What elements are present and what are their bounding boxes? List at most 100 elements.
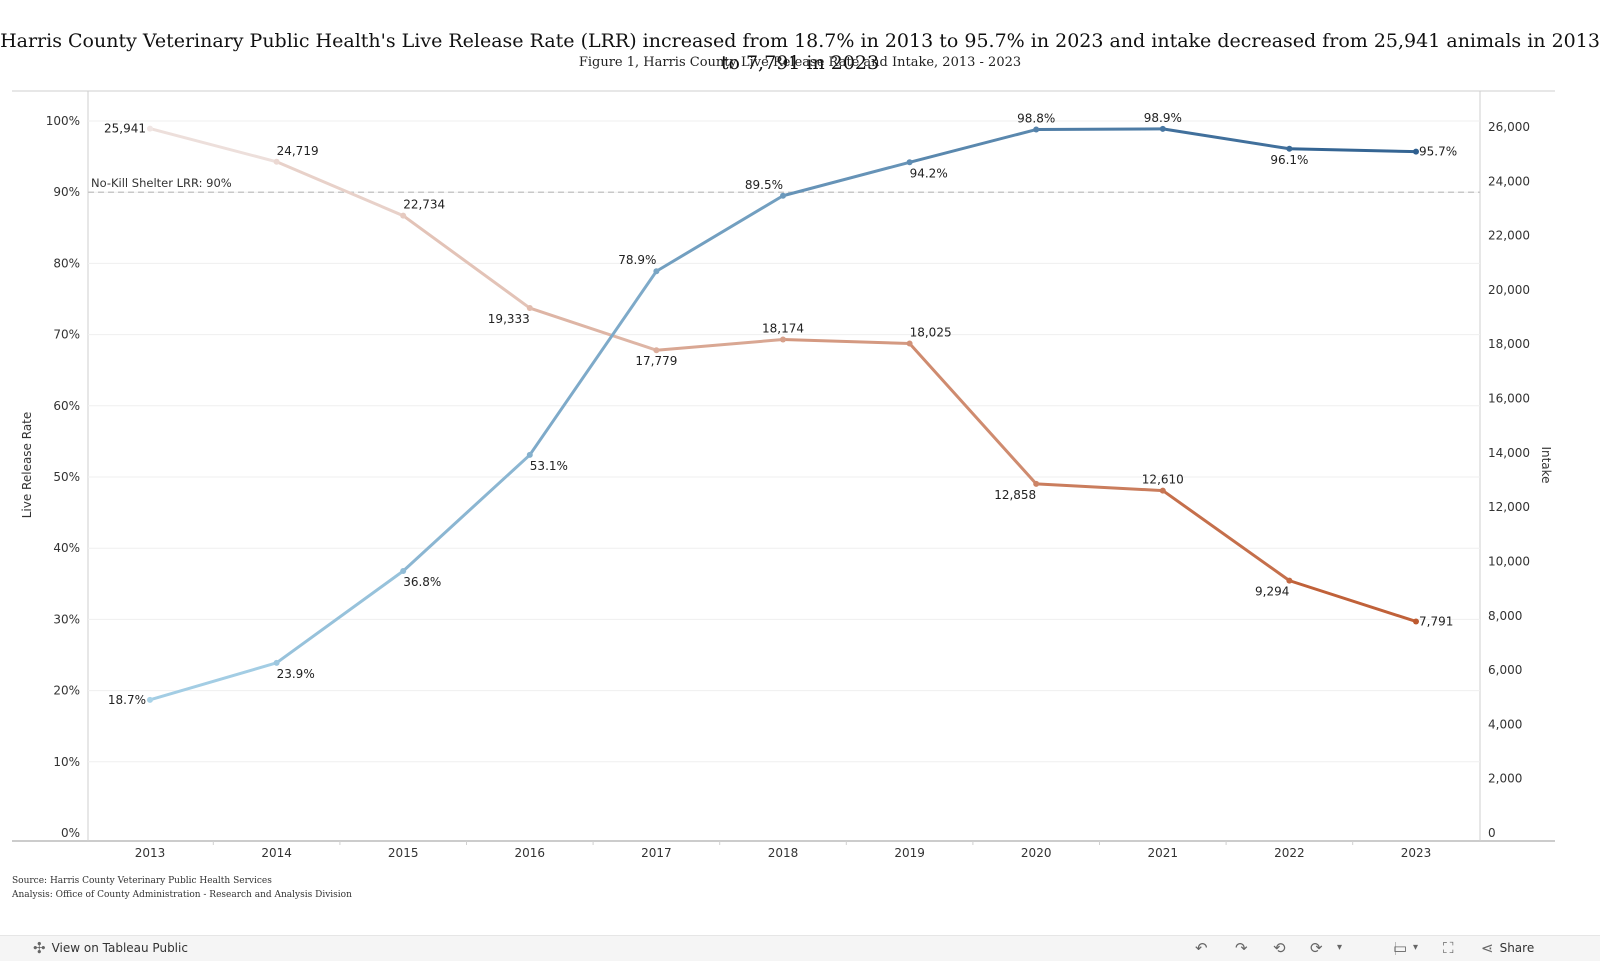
left-tick-label: 60%	[53, 399, 80, 413]
lrr-data-label: 95.7%	[1419, 145, 1457, 159]
intake-data-label: 17,779	[635, 354, 677, 368]
source-note: Source: Harris County Veterinary Public …	[12, 876, 272, 886]
lrr-data-label: 36.8%	[403, 575, 441, 589]
intake-point	[400, 212, 407, 219]
undo-icon[interactable]: ↶	[1195, 939, 1208, 957]
intake-segment	[1161, 489, 1291, 583]
redo-icon[interactable]: ↷	[1235, 939, 1248, 957]
right-tick-label: 4,000	[1488, 717, 1522, 731]
intake-point	[906, 340, 913, 347]
view-on-tableau-label: View on Tableau Public	[51, 941, 188, 955]
intake-point	[1033, 480, 1040, 487]
intake-segment	[908, 342, 1038, 486]
intake-point	[1159, 487, 1166, 494]
right-tick-label: 6,000	[1488, 663, 1522, 677]
intake-segment	[1034, 482, 1165, 493]
intake-segment	[148, 127, 279, 164]
lrr-segment	[148, 661, 279, 702]
intake-data-label: 18,174	[762, 322, 804, 336]
x-tick-label: 2014	[261, 846, 292, 860]
download-icon[interactable]: ▭	[1393, 939, 1408, 957]
left-tick-label: 10%	[53, 755, 80, 769]
fullscreen-icon[interactable]: ⛶	[1443, 939, 1454, 957]
view-on-tableau-link[interactable]: ✣ View on Tableau Public	[33, 939, 188, 957]
refresh-dropdown-icon[interactable]: ▾	[1337, 942, 1343, 953]
intake-data-label: 7,791	[1419, 614, 1453, 628]
lrr-segment	[1034, 127, 1165, 132]
download-dropdown-icon[interactable]: ▾	[1413, 942, 1419, 953]
x-tick-label: 2017	[641, 846, 672, 860]
left-tick-label: 70%	[53, 328, 80, 342]
right-tick-label: 14,000	[1488, 446, 1530, 460]
lrr-point	[906, 159, 913, 166]
lrr-segment	[528, 269, 658, 457]
left-tick-label: 0%	[61, 826, 80, 840]
right-tick-label: 10,000	[1488, 554, 1530, 568]
lrr-data-label: 96.1%	[1270, 153, 1308, 167]
x-tick-label: 2021	[1148, 846, 1179, 860]
lrr-point	[273, 659, 280, 666]
right-tick-label: 26,000	[1488, 120, 1530, 134]
right-tick-label: 12,000	[1488, 500, 1530, 514]
lrr-segment	[781, 160, 912, 198]
left-tick-label: 40%	[53, 541, 80, 555]
lrr-segment	[401, 453, 532, 573]
right-tick-label: 22,000	[1488, 229, 1530, 243]
intake-data-label: 24,719	[277, 144, 319, 158]
lrr-data-label: 89.5%	[745, 178, 783, 192]
intake-point	[147, 125, 153, 132]
analysis-note: Analysis: Office of County Administratio…	[12, 890, 352, 900]
lrr-point	[653, 268, 660, 275]
intake-segment	[275, 160, 405, 218]
x-tick-label: 2019	[894, 846, 925, 860]
lrr-intake-chart: 0% 10% 20% 30% 40% 50% 60% 70% 80% 90% 100% 0 2,000 4…	[12, 90, 1555, 860]
right-tick-label: 18,000	[1488, 337, 1530, 351]
left-axis-title: Live Release Rate	[20, 412, 34, 519]
intake-data-label: 12,858	[994, 488, 1036, 502]
lrr-segment	[275, 569, 405, 665]
chart-title: Harris County Veterinary Public Health's…	[0, 30, 1600, 74]
refresh-icon[interactable]: ⟳	[1310, 939, 1323, 957]
lrr-point	[1159, 125, 1166, 132]
right-axis-title: Intake	[1539, 446, 1553, 483]
intake-data-label: 18,025	[910, 326, 952, 340]
tableau-logo-icon: ✣	[33, 939, 46, 957]
x-tick-label: 2022	[1274, 846, 1305, 860]
x-tick-label: 2016	[515, 846, 546, 860]
right-tick-label: 2,000	[1488, 772, 1522, 786]
left-tick-label: 80%	[53, 256, 80, 270]
toolbar-divider	[1395, 942, 1396, 955]
lrr-point	[147, 696, 153, 703]
share-icon: ⋖	[1481, 939, 1494, 957]
lrr-data-label: 94.2%	[910, 166, 948, 180]
lrr-point	[1413, 148, 1419, 155]
right-tick-label: 20,000	[1488, 283, 1530, 297]
intake-data-label: 19,333	[488, 312, 530, 326]
intake-data-label: 22,734	[403, 198, 445, 212]
intake-point	[1413, 618, 1419, 625]
left-tick-label: 90%	[53, 185, 80, 199]
x-tick-label: 2023	[1401, 846, 1432, 860]
intake-point	[780, 336, 786, 343]
intake-segment	[528, 306, 658, 352]
lrr-data-label: 18.7%	[108, 693, 146, 707]
share-label: Share	[1499, 941, 1535, 955]
intake-segment	[1287, 579, 1418, 623]
tableau-toolbar: ✣ View on Tableau Public ↶ ↷ ⟲ ⟳ ▾ ▭ ▾ ⛶…	[0, 935, 1600, 961]
intake-data-label: 25,941	[104, 122, 146, 136]
left-tick-label: 50%	[53, 470, 80, 484]
lrr-point	[1033, 126, 1040, 133]
lrr-segment	[1287, 147, 1418, 154]
x-tick-label: 2013	[135, 846, 166, 860]
intake-data-label: 9,294	[1255, 585, 1289, 599]
lrr-data-label: 78.9%	[618, 253, 656, 267]
x-tick-label: 2018	[768, 846, 799, 860]
share-button[interactable]: ⋖ Share	[1481, 939, 1534, 957]
lrr-point	[526, 451, 533, 458]
lrr-segment	[654, 194, 785, 273]
x-tick-label: 2015	[388, 846, 419, 860]
intake-segment	[781, 338, 912, 346]
x-tick-label: 2020	[1021, 846, 1052, 860]
revert-icon[interactable]: ⟲	[1273, 939, 1286, 957]
no-kill-reference-label: No-Kill Shelter LRR: 90%	[91, 176, 232, 190]
